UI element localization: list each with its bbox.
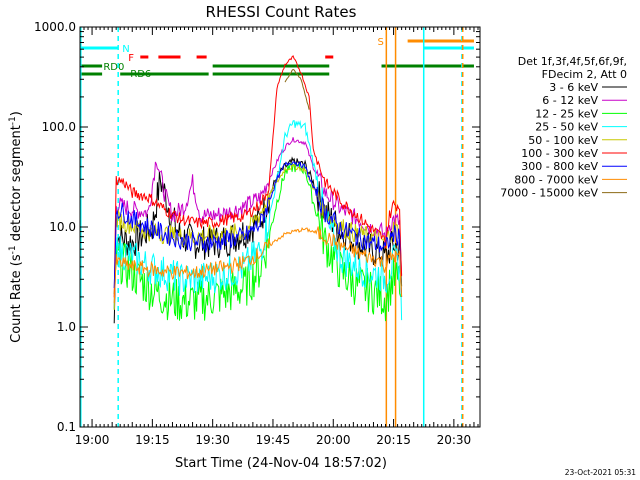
x-tick-label: 20:15 xyxy=(376,433,411,447)
x-tick-label: 19:00 xyxy=(75,433,110,447)
y-axis-ticks: 1000.0 100.0 10.0 1.0 0.1 xyxy=(34,20,480,434)
legend-label: 100 - 300 keV xyxy=(521,147,598,160)
legend-header-2: FDecim 2, Att 0 xyxy=(542,68,627,81)
legend-label: 300 - 800 keV xyxy=(521,160,598,173)
x-axis-ticks: 19:00 19:15 19:30 19:45 20:00 20:15 20:30 xyxy=(75,27,479,447)
chart-title: RHESSI Count Rates xyxy=(206,3,357,21)
y-tick-label: 10.0 xyxy=(49,220,76,234)
legend-label: 800 - 7000 keV xyxy=(514,173,598,186)
y-tick-label: 1000.0 xyxy=(34,20,76,34)
legend-label: 25 - 50 keV xyxy=(535,121,598,134)
legend-label: 3 - 6 keV xyxy=(549,81,598,94)
legend: Det 1f,3f,4f,5f,6f,9f, FDecim 2, Att 0 3… xyxy=(500,55,627,200)
flag-annotation: RD0 xyxy=(103,62,124,73)
x-axis-label: Start Time (24-Nov-04 18:57:02) xyxy=(175,456,387,471)
series-line xyxy=(113,161,402,322)
series-line xyxy=(284,68,310,110)
flag-annotation: N xyxy=(122,44,129,55)
legend-header-1: Det 1f,3f,4f,5f,6f,9f, xyxy=(518,55,627,68)
flag-annotation: S xyxy=(377,37,383,48)
series-lines xyxy=(113,55,403,324)
y-tick-label: 0.1 xyxy=(57,420,76,434)
x-tick-label: 19:45 xyxy=(256,433,291,447)
x-tick-label: 20:00 xyxy=(316,433,351,447)
x-tick-label: 19:30 xyxy=(195,433,230,447)
series-line xyxy=(113,55,403,298)
series-line xyxy=(113,226,403,304)
legend-label: 12 - 25 keV xyxy=(535,107,598,120)
flag-annotation: RD6 xyxy=(130,69,151,80)
flag-annotation: F xyxy=(128,53,134,64)
footer-timestamp: 23-Oct-2021 05:31 xyxy=(565,468,636,477)
series-line xyxy=(113,137,403,309)
y-tick-label: 1.0 xyxy=(57,320,76,334)
x-tick-label: 20:30 xyxy=(437,433,472,447)
series-line xyxy=(113,161,403,298)
x-tick-label: 19:15 xyxy=(135,433,170,447)
legend-label: 7000 - 15000 keV xyxy=(500,187,598,200)
legend-label: 6 - 12 keV xyxy=(542,94,598,107)
y-axis-label: Count Rate (s-1 detector segment-1) xyxy=(8,111,24,343)
y-tick-label: 100.0 xyxy=(42,120,76,134)
legend-label: 50 - 100 keV xyxy=(528,134,598,147)
